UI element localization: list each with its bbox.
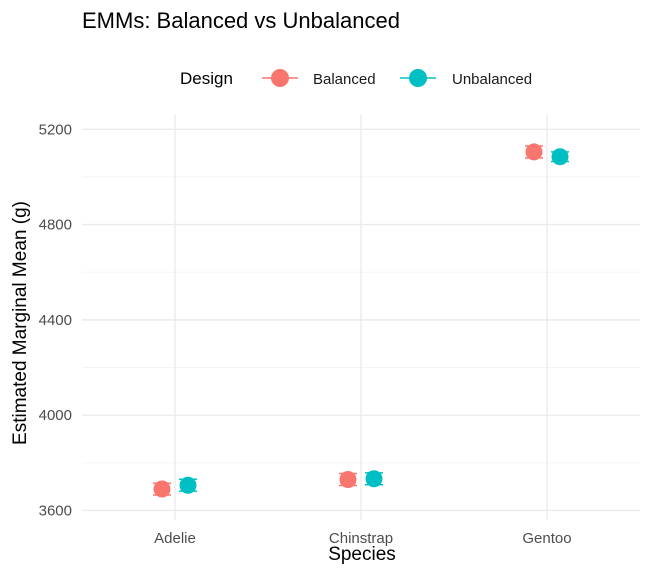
data-point-balanced: [153, 480, 171, 498]
legend-key-point-unbalanced: [409, 69, 427, 87]
data-point-balanced: [339, 471, 357, 488]
x-tick-label: Chinstrap: [329, 530, 393, 547]
data-point-unbalanced: [551, 148, 569, 166]
y-tick-label: 3600: [39, 502, 72, 519]
y-axis-title: Estimated Marginal Mean (g): [10, 201, 31, 445]
point-group-balanced: [339, 471, 357, 488]
legend-label-balanced: Balanced: [313, 71, 376, 88]
legend: Design Balanced Unbalanced: [180, 69, 532, 88]
chart-title: EMMs: Balanced vs Unbalanced: [82, 8, 400, 33]
point-group-balanced: [525, 143, 543, 161]
x-tick-label: Gentoo: [522, 530, 571, 547]
data-marks: [153, 143, 569, 498]
x-axis-title: Species: [328, 544, 396, 565]
plot-grid: [82, 115, 640, 520]
data-point-unbalanced: [179, 476, 197, 494]
y-tick-label: 4400: [39, 312, 72, 329]
legend-title: Design: [180, 69, 233, 88]
legend-key-point-balanced: [271, 69, 289, 87]
legend-label-unbalanced: Unbalanced: [452, 71, 532, 88]
y-tick-labels: 3600 4000 4400 4800 5200: [39, 121, 72, 519]
y-tick-label: 4800: [39, 217, 72, 234]
legend-item-balanced: Balanced: [262, 69, 376, 88]
point-group-unbalanced: [179, 476, 197, 494]
data-point-unbalanced: [365, 470, 383, 488]
x-tick-label: Adelie: [154, 530, 196, 547]
point-group-unbalanced: [551, 148, 569, 166]
y-tick-label: 4000: [39, 407, 72, 424]
point-group-balanced: [153, 480, 171, 498]
point-group-unbalanced: [365, 470, 383, 488]
legend-item-unbalanced: Unbalanced: [400, 69, 532, 88]
y-tick-label: 5200: [39, 121, 72, 138]
data-point-balanced: [525, 143, 543, 161]
x-tick-labels: Adelie Chinstrap Gentoo: [154, 530, 571, 547]
